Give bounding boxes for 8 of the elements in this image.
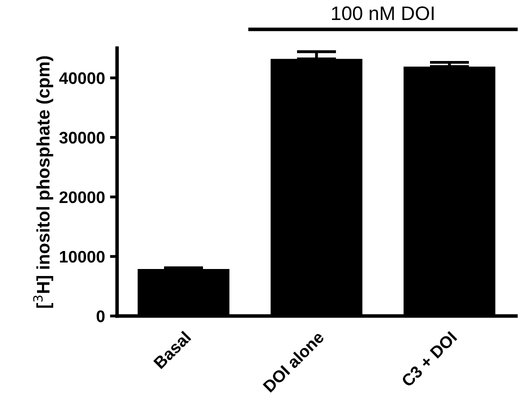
x-tick-label: C3 + DOI xyxy=(400,330,458,388)
y-tick-label: 20000 xyxy=(60,191,105,204)
y-axis-title: [$^{3}$H] inositol phosphate (cpm) xyxy=(33,56,54,308)
y-tick-label: 0 xyxy=(96,310,105,322)
text: 100 nM DOI xyxy=(332,6,434,20)
y-tick-label: 30000 xyxy=(59,132,105,144)
y-tick-label: 40000 xyxy=(59,72,105,84)
y-tick-label: 10000 xyxy=(60,250,105,263)
